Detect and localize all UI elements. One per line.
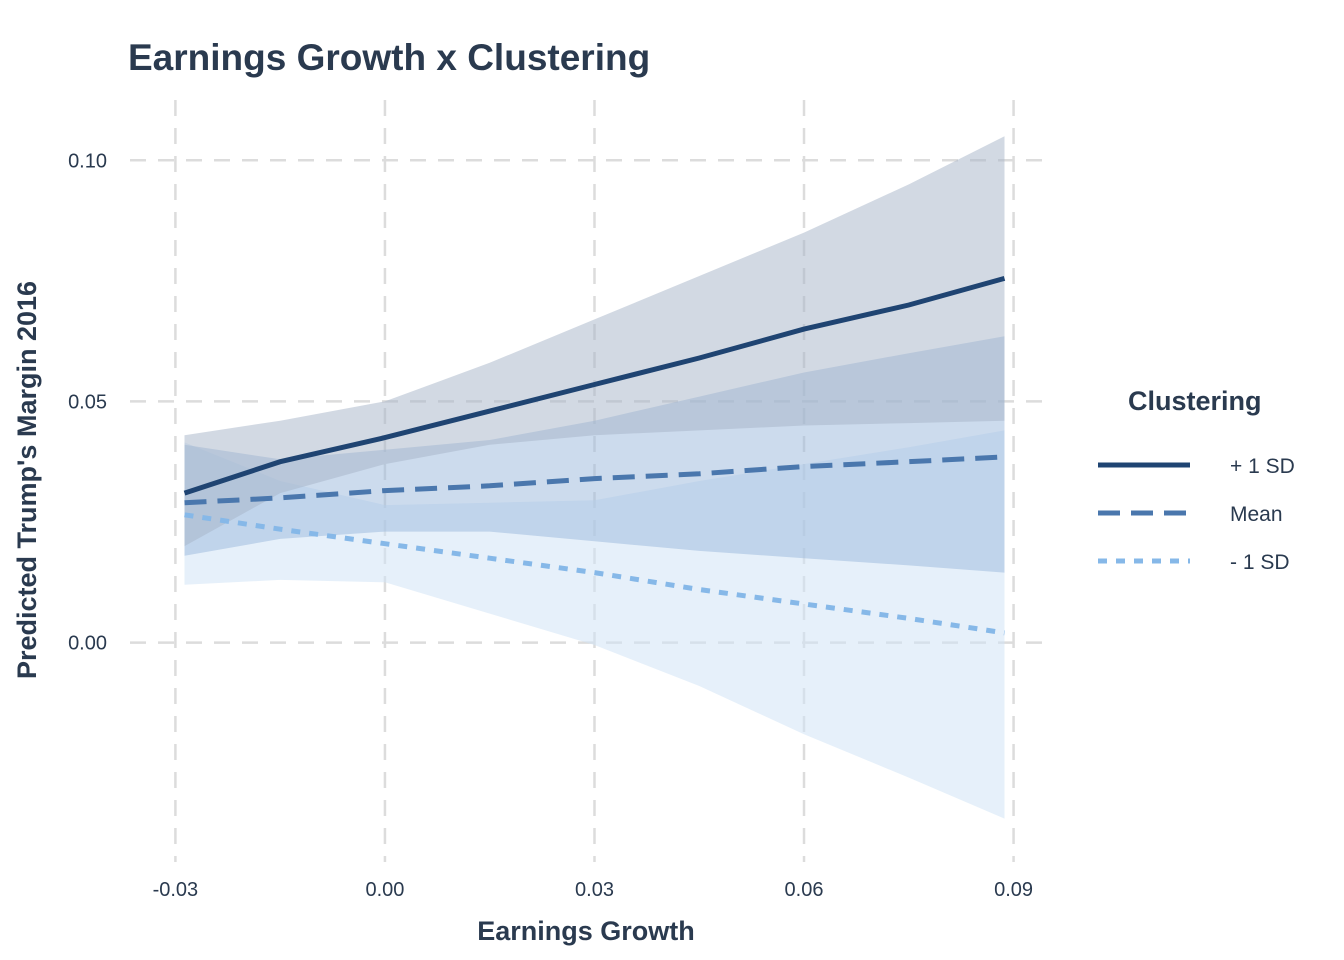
x-tick-label: 0.03 (575, 879, 614, 901)
series-lines (183, 275, 1006, 636)
x-axis-title: Earnings Growth (477, 916, 695, 946)
confidence-band-plus-1sd (184, 136, 1005, 547)
y-axis-title: Predicted Trump's Margin 2016 (12, 281, 42, 679)
legend-title: Clustering (1128, 386, 1262, 416)
y-tick-label: 0.00 (68, 633, 107, 655)
y-tick-label: 0.10 (68, 150, 107, 172)
y-tick-label: 0.05 (68, 391, 107, 413)
legend-label: - 1 SD (1230, 551, 1290, 574)
series-line-minus-1sd (184, 512, 1005, 636)
series-line-mean (184, 454, 1005, 506)
x-tick-label: 0.00 (365, 879, 404, 901)
confidence-bands (184, 136, 1005, 819)
x-tick-label: 0.09 (994, 879, 1033, 901)
tick-labels: -0.03 0.00 0.03 0.06 0.09 0.00 0.05 0.10 (68, 150, 1033, 901)
legend: Clustering + 1 SD Mean - 1 SD (1098, 386, 1295, 574)
legend-label: + 1 SD (1230, 455, 1295, 478)
chart-title: Earnings Growth x Clustering (128, 37, 650, 78)
series-line-plus-1sd (183, 275, 1006, 496)
x-tick-label: -0.03 (153, 879, 199, 901)
x-tick-label: 0.06 (785, 879, 824, 901)
legend-label: Mean (1230, 503, 1283, 526)
